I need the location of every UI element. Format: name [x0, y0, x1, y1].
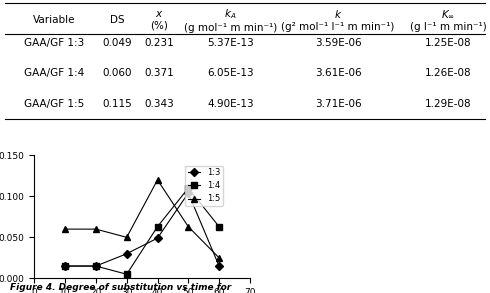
- Text: $x$
(%): $x$ (%): [150, 9, 168, 30]
- Text: Variable: Variable: [33, 15, 75, 25]
- 1:4: [154, 225, 160, 229]
- Text: 0.231: 0.231: [145, 38, 174, 48]
- Text: $K_\infty$
(g l⁻¹ m min⁻¹): $K_\infty$ (g l⁻¹ m min⁻¹): [410, 8, 487, 32]
- Text: 0.115: 0.115: [103, 99, 132, 109]
- 1:5: [185, 225, 191, 229]
- 1:3: [154, 236, 160, 240]
- Text: 0.343: 0.343: [145, 99, 174, 109]
- 1:4: [216, 225, 222, 229]
- 1:4: [185, 186, 191, 190]
- Line: 1:5: 1:5: [62, 177, 222, 260]
- 1:4: [93, 264, 99, 268]
- Text: $k$
(g² mol⁻¹ l⁻¹ m min⁻¹): $k$ (g² mol⁻¹ l⁻¹ m min⁻¹): [281, 8, 395, 32]
- 1:5: [93, 227, 99, 231]
- Text: 1.25E-08: 1.25E-08: [425, 38, 472, 48]
- Text: GAA/GF 1:5: GAA/GF 1:5: [24, 99, 84, 109]
- Text: 5.37E-13: 5.37E-13: [207, 38, 254, 48]
- Text: 0.060: 0.060: [103, 68, 132, 78]
- Legend: 1:3, 1:4, 1:5: 1:3, 1:4, 1:5: [185, 166, 222, 206]
- Text: 6.05E-13: 6.05E-13: [207, 68, 254, 78]
- Text: 0.049: 0.049: [103, 38, 132, 48]
- 1:5: [154, 178, 160, 182]
- 1:5: [124, 236, 130, 239]
- Text: 3.61E-06: 3.61E-06: [315, 68, 362, 78]
- 1:3: [185, 191, 191, 195]
- Text: 4.90E-13: 4.90E-13: [207, 99, 254, 109]
- 1:3: [124, 252, 130, 255]
- Text: $k_A$
(g mol⁻¹ m min⁻¹): $k_A$ (g mol⁻¹ m min⁻¹): [184, 7, 277, 33]
- Text: DS: DS: [110, 15, 125, 25]
- Text: Figure 4. Degree of substitution vs time for: Figure 4. Degree of substitution vs time…: [10, 283, 231, 292]
- Line: 1:3: 1:3: [62, 190, 222, 269]
- 1:5: [62, 227, 68, 231]
- Text: 3.71E-06: 3.71E-06: [315, 99, 362, 109]
- 1:3: [62, 264, 68, 268]
- 1:3: [93, 264, 99, 268]
- Text: 1.29E-08: 1.29E-08: [425, 99, 472, 109]
- Text: 0.371: 0.371: [145, 68, 174, 78]
- 1:4: [62, 264, 68, 268]
- 1:5: [216, 256, 222, 260]
- Text: GAA/GF 1:3: GAA/GF 1:3: [24, 38, 84, 48]
- Line: 1:4: 1:4: [62, 185, 222, 277]
- 1:3: [216, 264, 222, 268]
- Text: 3.59E-06: 3.59E-06: [315, 38, 362, 48]
- Text: 1.26E-08: 1.26E-08: [425, 68, 472, 78]
- 1:4: [124, 272, 130, 276]
- Text: GAA/GF 1:4: GAA/GF 1:4: [24, 68, 84, 78]
